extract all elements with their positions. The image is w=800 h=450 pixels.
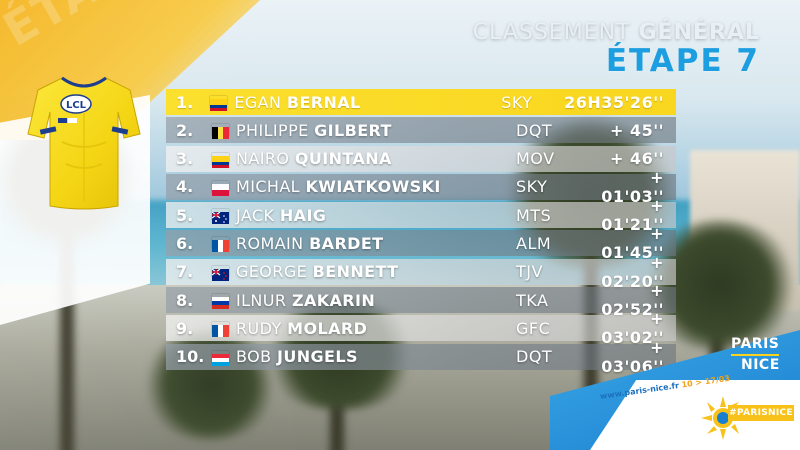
time-gap: + 01'45'' (601, 224, 664, 263)
rank: 10. (176, 347, 205, 367)
rider-last-name: BARDET (309, 233, 384, 253)
team-code: MOV (516, 149, 555, 169)
logo-nice: NICE (741, 357, 780, 373)
team-code: GFC (516, 318, 551, 338)
rider-last-name: GILBERT (314, 120, 392, 140)
rank: 8. (176, 290, 194, 310)
rider-first-name: NAIRO (236, 149, 290, 169)
rank: 9. (176, 318, 194, 338)
team-code: DQT (516, 120, 553, 140)
rider-name: ILNUR ZAKARIN (236, 291, 516, 310)
rank: 4. (176, 177, 194, 197)
flag-colombia-icon (210, 96, 228, 111)
rider-last-name: JUNGELS (276, 347, 358, 367)
flag-russia-icon (212, 294, 229, 310)
rider-first-name: ILNUR (236, 290, 287, 310)
corner-watermark: ÉTAPE 7 (0, 0, 213, 57)
time-gap: + 45'' (609, 120, 664, 140)
rider-name: ROMAIN BARDET (236, 234, 516, 253)
title-light: CLASSEMENT (472, 20, 639, 45)
flag-colombia-icon (212, 153, 229, 168)
standings-row: 3. NAIRO QUINTANA MOV + 46'' (166, 145, 676, 172)
rider-name: PHILIPPE GILBERT (236, 121, 516, 140)
time-gap: + 46'' (609, 149, 664, 169)
time-gap: + 01'21'' (601, 196, 664, 235)
flag-france-icon (212, 237, 229, 253)
flag-france-icon (212, 322, 229, 338)
rider-first-name: ROMAIN (236, 233, 304, 253)
paris-nice-logo: PARIS NICE (731, 337, 783, 381)
title-stage: ÉTAPE 7 (605, 43, 760, 79)
rider-last-name: BENNETT (312, 262, 399, 282)
standings-row: 7. GEORGE BENNETT TJV + 02'20'' (166, 253, 676, 291)
rider-first-name: RUDY (236, 318, 282, 338)
rank: 7. (176, 262, 194, 282)
rider-first-name: MICHAL (236, 177, 300, 197)
time-gap: 26H35'26'' (564, 92, 664, 112)
rider-name: NAIRO QUINTANA (236, 149, 516, 168)
team-code: DQT (516, 347, 553, 367)
yellow-jersey-icon: LCL (27, 76, 141, 210)
flag-belgium-icon (212, 124, 229, 140)
time-gap: + 01'03'' (601, 167, 664, 206)
standings-row: 4. MICHAL KWIATKOWSKI SKY + 01'03'' (166, 168, 676, 206)
flag-luxembourg-icon (212, 351, 229, 366)
team-code: MTS (516, 205, 552, 225)
flag-australia-icon (211, 209, 229, 225)
standings-row: 6. ROMAIN BARDET ALM + 01'45'' (166, 224, 676, 262)
rider-first-name: BOB (236, 347, 272, 367)
standings-row: 8. ILNUR ZAKARIN TKA + 02'52'' (166, 281, 676, 319)
rider-last-name: KWIATKOWSKI (305, 177, 441, 197)
standings-row: 9. RUDY MOLARD GFC + 03'02'' (166, 309, 676, 347)
team-code: SKY (501, 92, 533, 112)
rider-name: MICHAL KWIATKOWSKI (236, 177, 516, 196)
title-bold: GÉNÉRAL (638, 20, 760, 45)
time-gap: + 02'20'' (601, 252, 664, 291)
rank: 2. (176, 120, 194, 140)
rider-name: JACK HAIG (236, 206, 516, 225)
rider-first-name: JACK (236, 205, 275, 225)
rider-name: EGAN BERNAL (234, 93, 501, 112)
jersey-sponsor: LCL (66, 100, 87, 111)
rider-last-name: BERNAL (286, 92, 361, 112)
rider-name: RUDY MOLARD (236, 319, 516, 338)
logo-paris: PARIS (731, 336, 780, 352)
rider-first-name: GEORGE (236, 262, 308, 282)
team-code: ALM (516, 233, 552, 253)
time-gap: + 02'52'' (601, 281, 664, 320)
time-gap: + 03'02'' (601, 309, 664, 348)
team-code: TJV (516, 262, 543, 282)
rider-last-name: HAIG (279, 205, 327, 225)
standings-table: 1. EGAN BERNAL SKY 26H35'26'' 2. PHILIPPE GIL… (166, 89, 676, 376)
rider-name: GEORGE BENNETT (236, 262, 516, 281)
title-classement-general: CLASSEMENT GÉNÉRAL (420, 20, 760, 45)
standings-row: 2. PHILIPPE GILBERT DQT + 45'' (166, 117, 676, 144)
rank: 3. (176, 149, 194, 169)
flag-new-zealand-icon (211, 266, 229, 281)
flag-poland-icon (212, 181, 229, 196)
standings-row: 10. BOB JUNGELS DQT + 03'06'' (166, 338, 676, 376)
rank: 6. (176, 233, 194, 253)
rider-name: BOB JUNGELS (236, 347, 516, 366)
rider-last-name: QUINTANA (294, 149, 392, 169)
rider-first-name: EGAN (234, 92, 282, 112)
rider-last-name: MOLARD (287, 318, 368, 338)
rider-last-name: ZAKARIN (291, 290, 376, 310)
rank: 5. (176, 205, 194, 225)
team-code: SKY (516, 177, 548, 197)
rider-first-name: PHILIPPE (236, 120, 309, 140)
rank: 1. (176, 92, 194, 112)
hashtag-badge: #PARISNICE (728, 405, 794, 421)
team-code: TKA (516, 290, 549, 310)
standings-row: 5. JACK HAIG MTS + 01'21'' (166, 196, 676, 234)
standings-row: 1. EGAN BERNAL SKY 26H35'26'' (166, 89, 676, 115)
